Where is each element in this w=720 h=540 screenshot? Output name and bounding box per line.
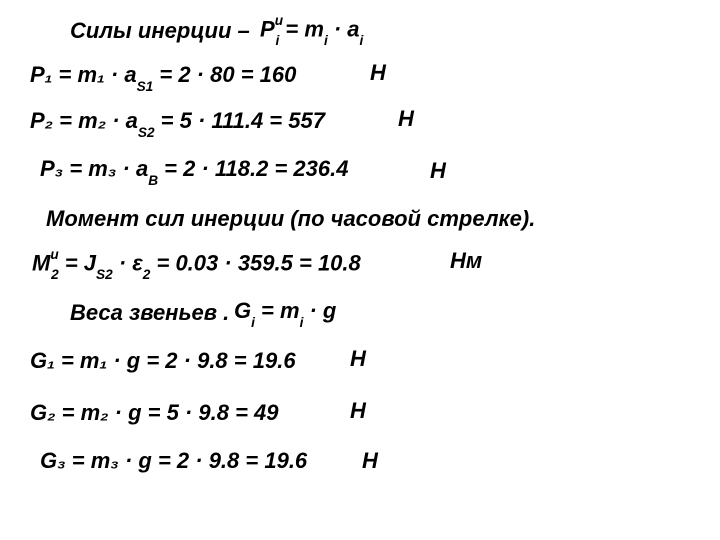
unit-P2: Н xyxy=(398,106,414,132)
unit-G2: Н xyxy=(350,398,366,424)
unit-G3: Н xyxy=(362,448,378,474)
formula-P1: P₁ = m₁ · aS1 = 2 · 80 = 160 xyxy=(30,62,296,90)
heading-inertia-forces: Силы инерции – xyxy=(70,18,250,44)
formula-P3: P₃ = m₃ · aB = 2 · 118.2 = 236.4 xyxy=(40,156,348,184)
text: Силы инерции – xyxy=(70,18,250,43)
heading-moment: Момент сил инерции (по часовой стрелке). xyxy=(46,206,535,232)
formula-G3: G₃ = m₃ · g = 2 · 9.8 = 19.6 xyxy=(40,448,307,474)
formula-G-def: Gi = mi · g xyxy=(234,298,336,326)
unit-P1: Н xyxy=(370,60,386,86)
formula-M2: Mu2 = JS2 · ε2 = 0.03 · 359.5 = 10.8 xyxy=(32,250,361,279)
unit-G1: Н xyxy=(350,346,366,372)
formula-G1: G₁ = m₁ · g = 2 · 9.8 = 19.6 xyxy=(30,348,296,374)
heading-weights: Веса звеньев . xyxy=(70,300,229,326)
formula-P2: P₂ = m₂ · aS2 = 5 · 111.4 = 557 xyxy=(30,108,325,136)
unit-P3: Н xyxy=(430,158,446,184)
formula-G2: G₂ = m₂ · g = 5 · 9.8 = 49 xyxy=(30,400,279,426)
unit-M2: Нм xyxy=(450,248,482,274)
formula-P-def: Pui = mi · ai xyxy=(260,16,363,45)
